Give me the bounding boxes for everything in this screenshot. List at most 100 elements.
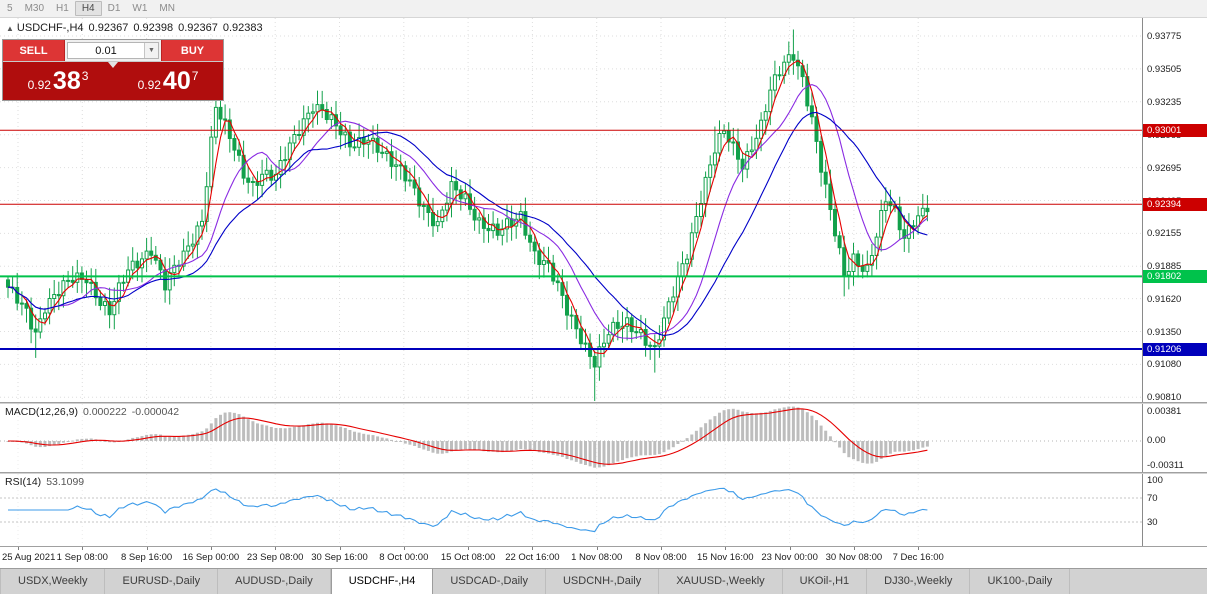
macd-axis: 0.00381 0.00 -0.00311 (1142, 404, 1207, 472)
volume-value[interactable]: 0.01 (95, 44, 117, 57)
time-tick (789, 547, 791, 550)
candlestick-chart[interactable] (0, 18, 1142, 402)
buy-button[interactable]: BUY (161, 40, 223, 61)
panel-divider[interactable] (0, 472, 1207, 474)
price-tick-label: 0.91080 (1147, 359, 1182, 371)
price-line-badge[interactable]: 0.91206 (1143, 342, 1207, 356)
time-tick (146, 547, 148, 550)
trade-controls-row: SELL 0.01 ▼ BUY (3, 40, 223, 62)
time-tick (339, 547, 341, 550)
price-line-badge[interactable]: 0.91802 (1143, 269, 1207, 283)
price-tick-label: 0.93775 (1147, 31, 1182, 42)
timeframe-m30[interactable]: M30 (24, 3, 45, 14)
macd-main-value: 0.000222 (82, 406, 127, 418)
time-tick (18, 547, 19, 550)
ma-fast-line (7, 60, 928, 354)
volume-dropdown-icon[interactable]: ▼ (144, 43, 158, 58)
trade-prices-row: 0.92 38 3 0.92 40 7 (3, 62, 223, 100)
price-tick-label: 0.90810 (1147, 392, 1182, 404)
time-label: 1 Sep 08:00 (56, 552, 108, 563)
time-tick (853, 547, 855, 550)
time-label: 30 Nov 08:00 (825, 552, 883, 563)
buy-price-pip: 7 (191, 69, 199, 83)
tab-dj30-weekly[interactable]: DJ30-,Weekly (867, 569, 971, 594)
time-label: 25 Aug 2021 (2, 552, 56, 563)
buy-price[interactable]: 0.92 40 7 (113, 62, 223, 100)
tab-uk100-daily[interactable]: UK100-,Daily (970, 569, 1071, 594)
buy-price-small: 0.92 (137, 78, 161, 92)
tab-eurusd-daily[interactable]: EURUSD-,Daily (105, 569, 219, 594)
sell-price[interactable]: 0.92 38 3 (3, 62, 113, 100)
rsi-axis-100: 100 (1147, 475, 1163, 486)
timeframe-m5[interactable]: 5 (7, 3, 13, 14)
moving-averages-layer (7, 60, 928, 354)
rsi-title: RSI(14) (5, 476, 42, 488)
time-tick (468, 547, 470, 550)
timeframe-d1[interactable]: D1 (107, 3, 121, 14)
timeframe-toolbar: 5 M30 H1 H4 D1 W1 MN (0, 0, 1207, 18)
panel-divider[interactable] (0, 402, 1207, 404)
timeframe-w1[interactable]: W1 (132, 3, 148, 14)
tab-usdcnh-daily[interactable]: USDCNH-,Daily (546, 569, 660, 594)
time-tick (918, 547, 920, 550)
macd-signal-line (8, 408, 928, 465)
symbol-period-label: USDCHF-,H4 (16, 22, 84, 34)
time-label: 7 Dec 16:00 (892, 552, 944, 563)
low-value: 0.92367 (178, 22, 218, 34)
main-chart-panel[interactable]: ▲ USDCHF-,H4 0.92367 0.92398 0.92367 0.92383 … (0, 18, 1142, 402)
time-tick (82, 547, 84, 550)
chart-ohlc-header: ▲ USDCHF-,H4 0.92367 0.92398 0.92367 0.92383 (6, 22, 268, 34)
macd-axis-min: -0.00311 (1147, 460, 1184, 471)
macd-panel[interactable]: MACD(12,26,9) 0.000222 -0.000042 (0, 404, 1142, 472)
tab-usdx-weekly[interactable]: USDX,Weekly (0, 569, 106, 594)
rsi-chart[interactable] (0, 474, 1142, 546)
ma-slow-line (7, 111, 928, 336)
macd-title: MACD(12,26,9) (5, 406, 78, 418)
rsi-axis-70: 70 (1147, 493, 1158, 504)
time-tick (532, 547, 534, 550)
time-label: 16 Sep 00:00 (182, 552, 240, 563)
time-label: 15 Oct 08:00 (440, 552, 496, 563)
time-axis[interactable]: 25 Aug 2021 1 Sep 08:00 8 Sep 16:00 16 Sep … (0, 546, 1207, 568)
time-label: 22 Oct 16:00 (505, 552, 560, 563)
rsi-panel[interactable]: RSI(14) 53.1099 (0, 474, 1142, 546)
time-label: 30 Sep 16:00 (311, 552, 368, 563)
macd-chart[interactable] (0, 404, 1142, 472)
price-tick-label: 0.92695 (1147, 162, 1182, 174)
price-tick-label: 0.93235 (1147, 96, 1182, 108)
sell-price-small: 0.92 (27, 78, 51, 92)
macd-axis-zero: 0.00 (1147, 435, 1166, 446)
open-value: 0.92367 (88, 22, 129, 34)
chart-tab-bar: USDX,Weekly EURUSD-,Daily AUDUSD-,Daily … (0, 568, 1207, 594)
time-tick (275, 547, 277, 550)
time-tick (725, 547, 727, 550)
price-tick-label: 0.92155 (1147, 228, 1182, 240)
price-tick-label: 0.91885 (1147, 261, 1182, 273)
price-tick-label: 0.91620 (1147, 293, 1182, 305)
high-value: 0.92398 (133, 22, 174, 34)
tab-xauusd-weekly[interactable]: XAUUSD-,Weekly (659, 569, 783, 594)
price-axis[interactable]: 0.937750.935050.932350.929650.926950.924… (1142, 18, 1207, 404)
time-label: 8 Nov 08:00 (635, 552, 687, 563)
spread-indicator-icon (108, 62, 118, 68)
volume-field[interactable]: 0.01 ▼ (67, 42, 159, 59)
buy-price-big: 40 (162, 67, 191, 95)
tab-ukoil-h1[interactable]: UKOil-,H1 (783, 569, 868, 594)
timeframe-h4[interactable]: H4 (74, 1, 102, 16)
collapse-icon[interactable]: ▲ (6, 24, 14, 33)
price-line-badge[interactable]: 0.93001 (1143, 123, 1207, 137)
close-value: 0.92383 (222, 22, 263, 34)
sell-button[interactable]: SELL (3, 40, 65, 61)
tab-usdchf-h4[interactable]: USDCHF-,H4 (330, 569, 434, 594)
timeframe-mn[interactable]: MN (159, 3, 175, 14)
timeframe-h1[interactable]: H1 (56, 3, 69, 14)
macd-signal-value: -0.000042 (131, 406, 180, 418)
price-line-badge[interactable]: 0.92394 (1143, 197, 1207, 211)
macd-grid (0, 404, 1142, 472)
time-label: 8 Oct 00:00 (379, 552, 429, 563)
time-label: 8 Sep 16:00 (120, 552, 173, 563)
time-label: 23 Sep 08:00 (246, 552, 304, 563)
horizontal-lines-layer[interactable] (0, 129, 1142, 350)
tab-usdcad-daily[interactable]: USDCAD-,Daily (433, 569, 546, 594)
tab-audusd-daily[interactable]: AUDUSD-,Daily (218, 569, 331, 594)
